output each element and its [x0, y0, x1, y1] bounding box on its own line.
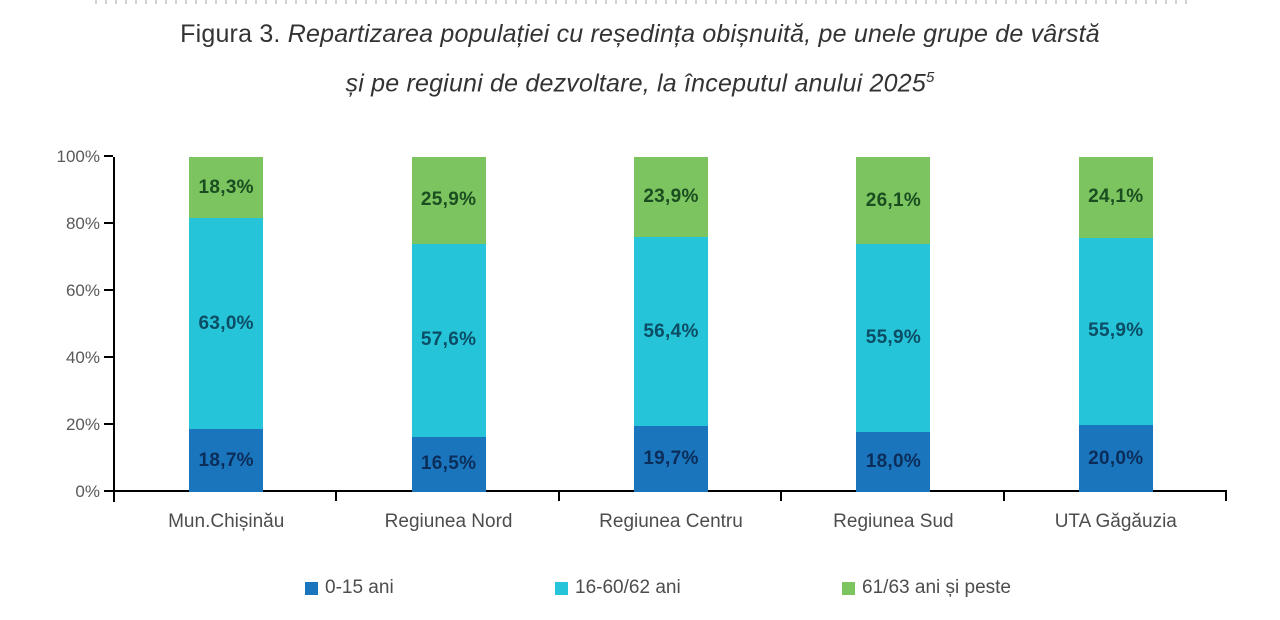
figure-title: Figura 3. Repartizarea populației cu reș… [0, 13, 1280, 105]
bar-segment: 25,9% [411, 157, 486, 244]
bar-segment: 20,0% [1078, 425, 1153, 492]
bar-segment: 18,7% [189, 429, 264, 492]
x-axis-category-label: Regiunea Centru [599, 511, 743, 532]
figure-title-line1: Figura 3. Repartizarea populației cu reș… [0, 13, 1280, 56]
bar-segment: 57,6% [411, 243, 486, 437]
bar-segment: 56,4% [634, 237, 708, 426]
y-axis-tick [104, 155, 113, 157]
figure-title-line2: și pe regiuni de dezvoltare, la începutu… [0, 56, 1280, 105]
bar-segment-label: 20,0% [1088, 447, 1144, 469]
bar-segment: 55,9% [1078, 237, 1153, 425]
bar-segment-label: 19,7% [643, 447, 699, 469]
bar-segment-label: 63,0% [198, 312, 254, 334]
legend-item: 61/63 ani și peste [842, 577, 1011, 599]
bar-segment: 19,7% [634, 426, 708, 492]
bar-segment-label: 56,4% [643, 320, 699, 342]
legend-label: 0-15 ani [325, 577, 394, 598]
legend-item: 16-60/62 ani [555, 577, 681, 599]
x-axis-category-label: Regiunea Sud [833, 511, 954, 532]
bar-segment-label: 16,5% [420, 453, 477, 475]
y-axis-tick-label: 80% [65, 214, 100, 233]
x-axis-tick [113, 492, 115, 501]
x-axis-tick [1225, 492, 1227, 501]
bar-segment: 55,9% [856, 244, 931, 432]
bar-segment: 24,1% [1078, 157, 1153, 238]
bar-segment: 18,0% [856, 431, 931, 492]
figure-title-text1: Repartizarea populației cu reședința obi… [287, 20, 1100, 48]
y-axis-line [113, 157, 115, 502]
x-axis-tick [335, 492, 338, 501]
bar-segment: 23,9% [634, 157, 708, 238]
x-axis-tick [557, 492, 560, 501]
bar-segment-label: 18,7% [198, 449, 254, 471]
y-axis-tick-label: 0% [75, 482, 100, 501]
y-axis-tick [104, 222, 113, 224]
legend-label: 61/63 ani și peste [862, 577, 1011, 598]
chart-legend: 0-15 ani 16-60/62 ani 61/63 ani și peste [305, 577, 1011, 599]
y-axis-tick [104, 289, 113, 291]
bar-segment-label: 24,1% [1088, 186, 1144, 208]
bar-segment-label: 18,0% [865, 450, 922, 472]
y-axis-tick [104, 423, 113, 425]
legend-item: 0-15 ani [305, 577, 394, 599]
y-axis-tick [104, 356, 113, 358]
x-axis-category-label: Regiunea Nord [384, 511, 513, 532]
clipped-text-remnant [95, 0, 1195, 4]
y-axis-tick-label: 100% [56, 147, 100, 166]
figure-title-text2: și pe regiuni de dezvoltare, la începutu… [345, 69, 926, 98]
footnote-marker: 5 [925, 69, 935, 86]
x-axis-tick [1002, 492, 1005, 501]
x-axis-tick [780, 492, 783, 501]
legend-swatch-icon [555, 581, 569, 595]
bar-segment-label: 25,9% [420, 189, 477, 211]
figure-number: Figura 3. [180, 20, 281, 48]
bar-segment-label: 18,3% [198, 176, 254, 198]
bar-segment-label: 55,9% [1088, 320, 1144, 342]
bar-segment: 18,3% [189, 157, 264, 219]
y-axis-tick-label: 40% [65, 348, 100, 367]
bar-segment-label: 55,9% [865, 327, 922, 349]
bar-segment-label: 26,1% [865, 189, 922, 211]
bar-segment: 26,1% [856, 157, 931, 245]
legend-swatch-icon [305, 581, 318, 595]
legend-label: 16-60/62 ani [575, 577, 681, 598]
bar-segment-label: 57,6% [420, 329, 477, 351]
x-axis-category-label: UTA Găgăuzia [1054, 511, 1177, 532]
y-axis-tick-label: 20% [65, 415, 100, 434]
bar-segment: 63,0% [189, 218, 264, 430]
y-axis-tick [104, 490, 113, 492]
legend-swatch-icon [842, 581, 856, 595]
y-axis-tick-label: 60% [65, 281, 100, 300]
x-axis-category-label: Mun.Chișinău [168, 511, 285, 532]
bar-segment-label: 23,9% [643, 186, 699, 208]
bar-segment: 16,5% [411, 436, 486, 492]
